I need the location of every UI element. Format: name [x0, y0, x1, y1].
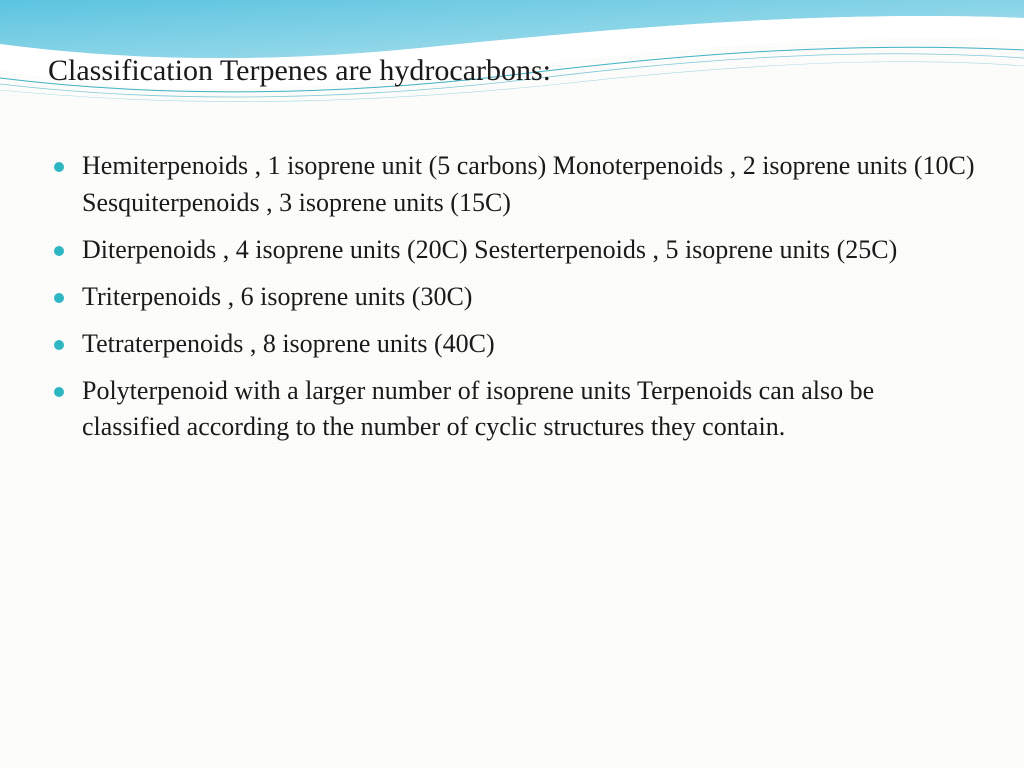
bullet-list: Hemiterpenoids , 1 isoprene unit (5 carb… [48, 148, 976, 446]
slide-body: Hemiterpenoids , 1 isoprene unit (5 carb… [48, 148, 976, 456]
list-item: Hemiterpenoids , 1 isoprene unit (5 carb… [48, 148, 976, 222]
slide: Classification Terpenes are hydrocarbons… [0, 0, 1024, 768]
list-item: Diterpenoids , 4 isoprene units (20C) Se… [48, 232, 976, 269]
list-item: Polyterpenoid with a larger number of is… [48, 373, 976, 447]
slide-title: Classification Terpenes are hydrocarbons… [48, 54, 551, 88]
list-item: Tetraterpenoids , 8 isoprene units (40C) [48, 326, 976, 363]
list-item: Triterpenoids , 6 isoprene units (30C) [48, 279, 976, 316]
